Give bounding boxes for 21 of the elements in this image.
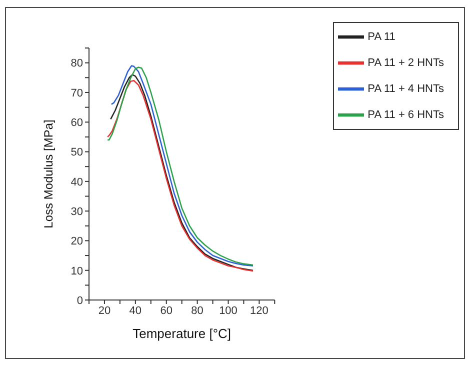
legend-label: PA 11 [368,30,396,43]
x-tick-label: 40 [129,304,142,317]
x-tick-label: 100 [219,304,238,317]
y-tick-label: 10 [70,265,83,278]
legend-label: PA 11 + 6 HNTs [368,108,444,121]
y-tick-label: 40 [70,176,83,188]
y-tick-label: 50 [70,146,83,159]
y-tick-label: 30 [70,206,83,218]
y-tick-label: 20 [70,236,83,248]
y-tick-label: 0 [76,294,83,307]
y-tick-label: 80 [70,58,83,70]
x-tick-label: 120 [250,304,268,317]
x-tick-label: 60 [160,304,172,317]
y-tick-label: 70 [70,87,83,100]
legend-label: PA 11 + 4 HNTs [368,82,444,95]
y-axis-title: Loss Modulus [MPa] [41,120,56,228]
x-tick-label: 80 [191,304,204,317]
y-tick-label: 60 [70,117,83,130]
x-axis-title: Temperature [°C] [132,326,232,341]
legend-label: PA 11 + 2 HNTs [368,56,444,69]
x-tick-label: 20 [98,304,111,317]
